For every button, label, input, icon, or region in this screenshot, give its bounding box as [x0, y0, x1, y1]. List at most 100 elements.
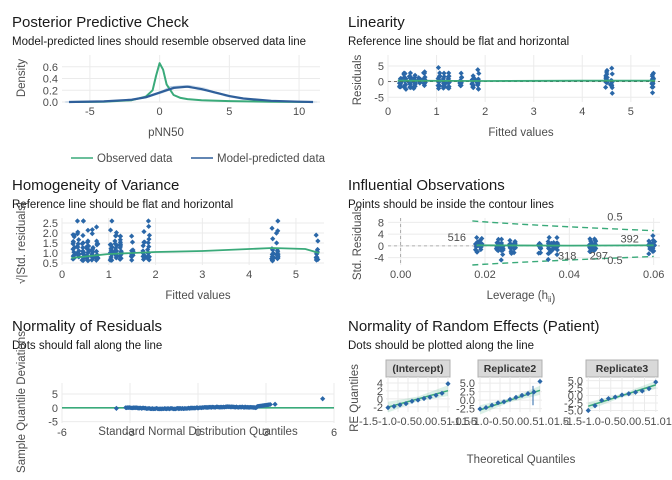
- linearity-subtitle: Reference line should be flat and horizo…: [348, 36, 569, 48]
- variance-point: [71, 252, 77, 258]
- residual-point: [402, 83, 408, 89]
- residual-point: [476, 70, 482, 77]
- influence-point: [512, 239, 518, 245]
- variance-point: [93, 248, 100, 254]
- residual-point: [401, 71, 407, 78]
- re-point: [612, 394, 618, 400]
- influence-point: [511, 250, 517, 256]
- x-tick-label: -6: [57, 427, 67, 439]
- facet-strip-label: Replicate3: [596, 363, 649, 375]
- variance-point: [85, 243, 92, 249]
- variance-point: [112, 241, 118, 247]
- outlier-label: 392: [621, 234, 639, 246]
- influence-point: [554, 235, 560, 241]
- influence-point: [545, 250, 551, 257]
- variance-point: [146, 236, 152, 242]
- re-point: [599, 397, 605, 403]
- normality-subtitle: Dots should fall along the line: [12, 340, 162, 352]
- residual-point: [422, 74, 428, 80]
- y-tick-label: 0.2: [43, 85, 58, 97]
- re-point: [632, 389, 639, 395]
- influence-point: [548, 247, 555, 253]
- influence-point: [498, 240, 505, 246]
- influence-point: [592, 246, 598, 252]
- variance-point: [146, 232, 153, 238]
- re-point: [483, 404, 489, 411]
- y-tick-label: -2.5: [456, 404, 475, 416]
- residual-point: [441, 73, 447, 80]
- influence-xlabel: Leverage (hii): [487, 290, 556, 305]
- variance-point: [112, 247, 119, 253]
- variance-point: [85, 227, 91, 233]
- variance-point: [109, 218, 115, 224]
- ppc-panel: Posterior Predictive Check Model-predict…: [12, 14, 326, 165]
- re-point: [585, 407, 591, 414]
- y-tick-label: -5.0: [564, 406, 583, 418]
- y-tick-label: 2.5: [460, 387, 475, 399]
- variance-point: [273, 240, 280, 246]
- re-point: [646, 386, 652, 392]
- variance-point: [146, 257, 152, 263]
- y-tick-label: 1.0: [43, 248, 58, 260]
- influence-point: [512, 245, 519, 251]
- x-tick-label: 6: [331, 427, 337, 439]
- variance-point: [117, 256, 123, 262]
- outlier-label: 297: [590, 250, 608, 262]
- influence-point: [546, 234, 552, 241]
- influence-point: [652, 238, 658, 245]
- y-tick-label: 5: [52, 389, 58, 401]
- influence-point: [650, 248, 656, 254]
- re-point: [445, 381, 451, 387]
- variance-point: [74, 243, 81, 249]
- residual-point: [435, 65, 442, 71]
- outlier-label: 516: [448, 232, 466, 244]
- x-tick-label: 4: [579, 106, 585, 118]
- variance-point: [113, 232, 119, 238]
- variance-point: [79, 257, 85, 263]
- y-tick-label: 0: [52, 403, 58, 415]
- variance-point: [129, 233, 135, 239]
- facet-2: Replicate3 -5.0-2.50.02.55.0 -1.5-1.0-0.50…: [563, 359, 672, 428]
- variance-point: [94, 240, 100, 246]
- x-tick-label: 2: [153, 269, 159, 281]
- y-tick-label: 2: [377, 386, 383, 398]
- variance-point: [141, 229, 147, 235]
- re-point: [519, 392, 525, 398]
- y-tick-label: 4: [377, 378, 383, 390]
- variance-point: [129, 239, 136, 245]
- outlier-label: 318: [558, 250, 576, 262]
- linearity-xlabel: Fitted values: [488, 127, 553, 139]
- y-tick-label: 4: [378, 229, 384, 241]
- residual-point: [469, 81, 475, 87]
- residual-point: [604, 69, 610, 75]
- re-point: [489, 402, 495, 408]
- qq-point: [320, 396, 326, 402]
- variance-point: [70, 232, 76, 238]
- variance-point: [145, 246, 151, 253]
- y-tick-label: 2.5: [43, 218, 58, 230]
- x-tick-label: 3: [531, 106, 537, 118]
- variance-point: [117, 239, 123, 245]
- y-tick-label: 0: [378, 241, 384, 253]
- variance-point: [89, 230, 95, 237]
- re-point: [501, 399, 507, 405]
- x-tick-label: 0.02: [474, 269, 495, 281]
- variance-point: [70, 256, 76, 262]
- variance-point: [314, 246, 321, 253]
- variance-point: [74, 218, 81, 224]
- ppc-subtitle: Model-predicted lines should resemble ob…: [12, 36, 306, 48]
- linearity-ylabel: Residuals: [352, 55, 364, 106]
- re-point: [605, 395, 612, 402]
- y-tick-label: 0.5: [43, 258, 58, 270]
- residual-point: [603, 84, 609, 90]
- variance-point: [107, 242, 113, 248]
- re-point: [477, 406, 483, 412]
- influence-point: [477, 240, 483, 246]
- variance-point: [75, 251, 81, 257]
- influence-point: [554, 247, 560, 253]
- re-point: [403, 401, 409, 407]
- variance-point: [90, 249, 96, 255]
- re-point: [397, 402, 403, 408]
- variance-point: [85, 238, 91, 244]
- x-tick-label: 0: [195, 427, 201, 439]
